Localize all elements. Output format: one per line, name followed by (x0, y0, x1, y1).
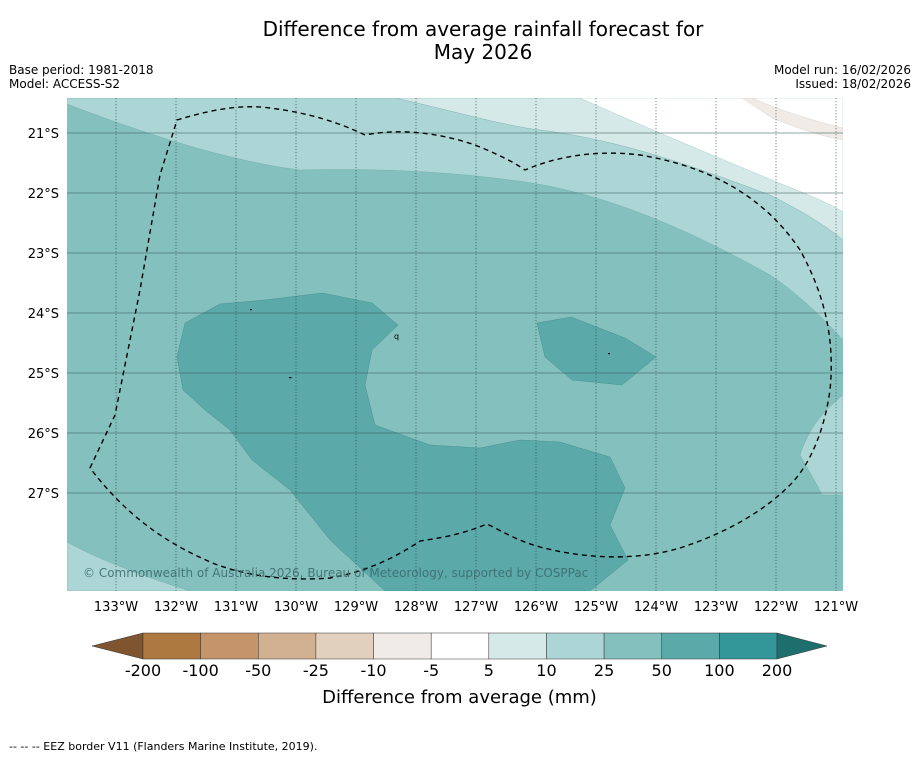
contour-50-100-west (176, 292, 629, 591)
y-tick-label: 21°S (28, 127, 59, 142)
colorbar-segment (661, 632, 720, 660)
colorbar-segment (258, 632, 317, 660)
colorbar-low-extend (91, 632, 144, 660)
colorbar-label: 100 (704, 661, 735, 680)
chart-title: Difference from average rainfall forecas… (0, 18, 919, 64)
x-tick-label: 124°W (634, 600, 678, 615)
x-tick-label: 130°W (274, 600, 318, 615)
y-tick-label: 22°S (28, 187, 59, 202)
colorbar-label: 25 (594, 661, 614, 680)
y-tick-labels: 21°S 22°S 23°S 24°S 25°S 26°S 27°S (28, 127, 59, 502)
contour-neg5-5 (579, 98, 843, 213)
colorbar-label: -200 (125, 661, 161, 680)
x-tick-labels: 133°W 132°W 131°W 130°W 129°W 128°W 127°W 126°W… (94, 600, 858, 615)
colorbar-segments (142, 632, 778, 660)
colorbar-segment (142, 632, 201, 660)
colorbar-high-extend (776, 632, 828, 660)
colorbar-label: -5 (423, 661, 439, 680)
colorbar-segment (719, 632, 778, 660)
island-marker: q (394, 332, 399, 341)
colorbar-segment (488, 632, 547, 660)
title-line-2: May 2026 (433, 40, 533, 64)
y-tick-label: 27°S (28, 487, 59, 502)
footer-eez-legend: -- -- -- EEZ border V11 (Flanders Marine… (9, 740, 318, 753)
island-dot-2 (289, 377, 292, 379)
meta-right: Model run: 16/02/2026 Issued: 18/02/2026 (774, 63, 911, 91)
grid-lines (115, 98, 837, 591)
y-tick-label: 23°S (28, 247, 59, 262)
colorbar-title: Difference from average (mm) (322, 687, 597, 708)
eez-border (89, 106, 832, 580)
colorbar-label: 5 (484, 661, 494, 680)
y-tick-label: 25°S (28, 367, 59, 382)
y-tick-label: 26°S (28, 427, 59, 442)
contour-neg10-neg5 (741, 98, 843, 141)
map-figure: q © Commonwealth of Australia 2026, Bure… (28, 98, 858, 708)
colorbar-segment (546, 632, 605, 660)
x-tick-label: 133°W (94, 600, 138, 615)
x-tick-label: 129°W (334, 600, 378, 615)
x-tick-label: 126°W (514, 600, 558, 615)
contour-50-100-east (536, 316, 657, 386)
colorbar-segment (315, 632, 374, 660)
title-line-1: Difference from average rainfall forecas… (262, 17, 704, 41)
contour-10-25-east (799, 394, 843, 496)
model-run-text: Model run: 16/02/2026 (773, 63, 911, 77)
colorbar: -200 -100 -50 -25 -10 -5 5 10 25 50 100 200 Differe… (91, 632, 828, 708)
x-tick-label: 132°W (154, 600, 198, 615)
small-islands (250, 309, 610, 379)
x-tick-label: 123°W (694, 600, 738, 615)
base-period-text: Base period: 1981-2018 (9, 63, 154, 77)
colorbar-label: -25 (303, 661, 329, 680)
colorbar-label: 200 (762, 661, 793, 680)
x-tick-label: 131°W (214, 600, 258, 615)
colorbar-segment (373, 632, 432, 660)
meta-left: Base period: 1981-2018 Model: ACCESS-S2 (9, 63, 154, 91)
colorbar-label: -100 (182, 661, 218, 680)
colorbar-label: 10 (536, 661, 556, 680)
attribution-text: © Commonwealth of Australia 2026, Bureau… (83, 566, 588, 580)
x-tick-label: 128°W (394, 600, 438, 615)
x-tick-label: 127°W (454, 600, 498, 615)
x-tick-label: 125°W (574, 600, 618, 615)
x-tick-label: 121°W (814, 600, 858, 615)
colorbar-segment (200, 632, 259, 660)
model-text: Model: ACCESS-S2 (9, 77, 121, 91)
colorbar-label: 50 (652, 661, 672, 680)
issued-text: Issued: 18/02/2026 (795, 77, 911, 91)
contour-10-25 (67, 98, 843, 341)
latitude-lines (67, 132, 843, 494)
island-dot-1 (250, 309, 252, 311)
colorbar-label: -10 (360, 661, 386, 680)
y-tick-label: 24°S (28, 307, 59, 322)
island-dot-3 (608, 353, 610, 355)
colorbar-segment (603, 632, 662, 660)
colorbar-segment (430, 632, 490, 660)
colorbar-label: -50 (245, 661, 271, 680)
colorbar-labels: -200 -100 -50 -25 -10 -5 5 10 25 50 100 200 (125, 661, 792, 680)
contour-10-25-southwest (67, 541, 191, 591)
map-area: q © Commonwealth of Australia 2026, Bure… (67, 98, 843, 591)
x-tick-label: 122°W (754, 600, 798, 615)
